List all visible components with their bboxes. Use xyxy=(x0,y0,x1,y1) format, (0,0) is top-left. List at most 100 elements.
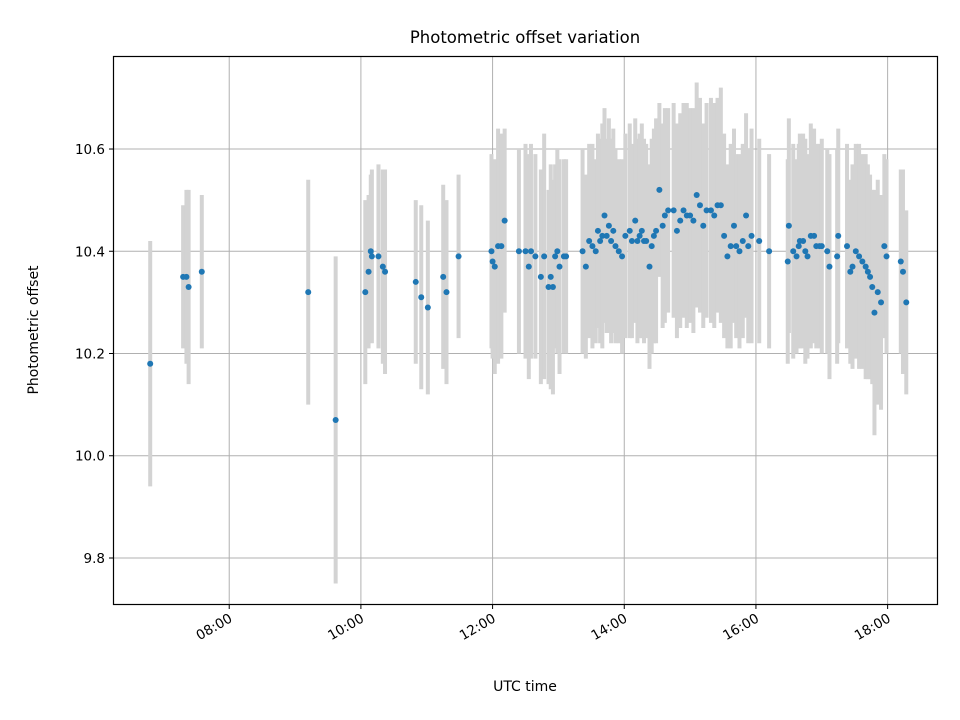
y-tick-label: 10.2 xyxy=(75,347,105,363)
data-point xyxy=(443,289,450,296)
data-point xyxy=(455,253,462,260)
chart-title: Photometric offset variation xyxy=(410,28,640,47)
data-point xyxy=(883,253,890,260)
data-point xyxy=(610,227,617,234)
data-point xyxy=(556,263,563,270)
data-point xyxy=(859,258,866,265)
data-point xyxy=(592,248,599,255)
data-point xyxy=(700,222,707,229)
data-point xyxy=(603,232,610,239)
data-point xyxy=(305,289,312,296)
data-point xyxy=(424,304,431,311)
data-point xyxy=(897,258,904,265)
data-point xyxy=(522,248,529,255)
data-point xyxy=(545,284,552,291)
data-point xyxy=(745,243,752,250)
data-point xyxy=(653,227,660,234)
data-point xyxy=(594,227,601,234)
data-point xyxy=(491,263,498,270)
y-tick-label: 10.0 xyxy=(75,449,105,465)
data-point xyxy=(638,227,645,234)
data-point xyxy=(835,232,842,239)
data-point xyxy=(608,238,615,245)
data-point xyxy=(582,263,589,270)
data-point xyxy=(862,263,869,270)
data-point xyxy=(636,232,643,239)
data-point xyxy=(375,253,382,260)
data-point xyxy=(670,207,677,214)
data-point xyxy=(824,248,831,255)
data-point xyxy=(802,248,809,255)
data-point xyxy=(634,238,641,245)
data-point xyxy=(365,268,372,275)
data-point xyxy=(724,253,731,260)
data-point xyxy=(847,268,854,275)
data-point xyxy=(489,258,496,265)
data-point xyxy=(368,253,375,260)
data-point xyxy=(874,289,881,296)
data-point xyxy=(605,222,612,229)
data-point xyxy=(619,253,626,260)
data-point xyxy=(549,284,556,291)
data-point xyxy=(721,232,728,239)
data-point xyxy=(615,248,622,255)
data-point xyxy=(881,243,888,250)
data-point xyxy=(869,284,876,291)
data-point xyxy=(818,243,825,250)
data-point xyxy=(527,248,534,255)
data-point xyxy=(552,253,559,260)
data-point xyxy=(707,207,714,214)
data-point xyxy=(736,248,743,255)
data-point xyxy=(696,202,703,209)
data-point xyxy=(185,284,192,291)
data-point xyxy=(525,263,532,270)
data-point xyxy=(717,202,724,209)
data-point xyxy=(599,232,606,239)
data-point xyxy=(748,232,755,239)
data-point xyxy=(733,243,740,250)
data-point xyxy=(656,186,663,193)
data-point xyxy=(563,253,570,260)
data-point xyxy=(367,248,374,255)
data-point xyxy=(800,238,807,245)
data-point xyxy=(532,253,539,260)
data-point xyxy=(727,243,734,250)
data-point xyxy=(412,278,419,285)
data-point xyxy=(867,273,874,280)
data-point xyxy=(379,263,386,270)
data-point xyxy=(693,192,700,199)
data-point xyxy=(711,212,718,219)
data-point xyxy=(418,294,425,301)
data-point xyxy=(665,207,672,214)
data-point xyxy=(541,253,548,260)
data-point xyxy=(903,299,910,306)
data-point xyxy=(589,243,596,250)
data-point xyxy=(537,273,544,280)
data-point xyxy=(554,248,561,255)
data-point xyxy=(183,273,190,280)
data-point xyxy=(515,248,522,255)
data-point xyxy=(795,243,802,250)
data-point xyxy=(673,227,680,234)
data-point xyxy=(659,222,666,229)
data-point xyxy=(756,238,763,245)
data-point xyxy=(547,273,554,280)
y-tick-label: 10.6 xyxy=(75,142,105,158)
y-axis-label: Photometric offset xyxy=(26,265,42,395)
data-point xyxy=(730,222,737,229)
data-point xyxy=(743,212,750,219)
data-point xyxy=(646,263,653,270)
data-point xyxy=(849,263,856,270)
data-point xyxy=(878,299,885,306)
data-point xyxy=(703,207,710,214)
data-point xyxy=(612,243,619,250)
data-point xyxy=(643,238,650,245)
data-point xyxy=(899,268,906,275)
data-point xyxy=(579,248,586,255)
data-point xyxy=(198,268,205,275)
data-point xyxy=(362,289,369,296)
data-point xyxy=(597,238,604,245)
data-point xyxy=(856,253,863,260)
